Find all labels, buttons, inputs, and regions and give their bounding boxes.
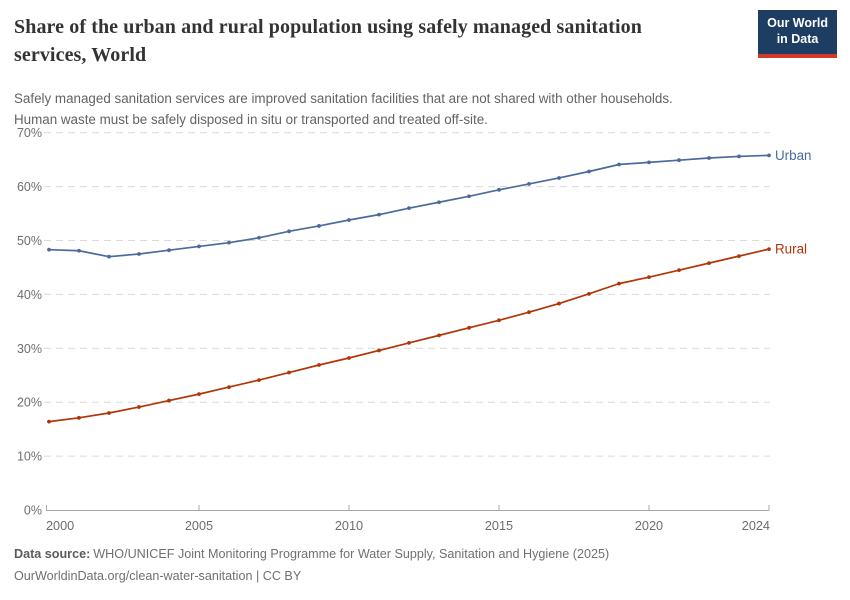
y-axis-label: 50% <box>17 234 42 248</box>
y-axis-label: 20% <box>17 396 42 410</box>
urban-data-point[interactable] <box>617 162 621 167</box>
owid-logo[interactable]: Our World in Data <box>758 10 837 58</box>
rural-data-point[interactable] <box>317 363 321 367</box>
rural-data-point[interactable] <box>377 348 381 353</box>
rural-data-point[interactable] <box>257 378 261 383</box>
rural-data-point[interactable] <box>107 411 111 415</box>
chart-footer: Data source: WHO/UNICEF Joint Monitoring … <box>14 544 609 587</box>
urban-line[interactable] <box>48 154 770 258</box>
data-source-text: WHO/UNICEF Joint Monitoring Programme fo… <box>93 547 610 562</box>
rural-data-point[interactable] <box>677 268 681 273</box>
rural-data-point[interactable] <box>587 291 591 296</box>
rural-data-point[interactable] <box>497 318 501 323</box>
urban-data-point[interactable] <box>107 254 111 259</box>
urban-data-point[interactable] <box>47 247 51 252</box>
owid-logo-line-1: Our World <box>767 16 828 30</box>
urban-data-point[interactable] <box>707 156 711 160</box>
urban-data-point[interactable] <box>167 248 171 253</box>
urban-data-point[interactable] <box>377 212 381 217</box>
page-title: Share of the urban and rural population … <box>14 13 759 69</box>
urban-data-point[interactable] <box>137 252 141 256</box>
rural-data-point[interactable] <box>527 310 531 315</box>
rural-data-point[interactable] <box>407 341 411 345</box>
title-line-1: Share of the urban and rural population … <box>14 16 642 38</box>
rural-data-point[interactable] <box>137 405 141 409</box>
urban-data-point[interactable] <box>197 244 201 249</box>
rural-data-point[interactable] <box>227 385 231 390</box>
y-axis-label: 10% <box>17 450 42 464</box>
data-source-label: Data source: <box>14 547 91 562</box>
rural-data-point[interactable] <box>737 254 741 259</box>
urban-data-point[interactable] <box>407 206 411 211</box>
x-axis-label: 2005 <box>185 519 213 533</box>
urban-data-point[interactable] <box>287 229 291 234</box>
rural-data-point[interactable] <box>47 419 51 424</box>
subtitle-line-2: Human waste must be safely disposed in s… <box>14 111 488 127</box>
urban-data-point[interactable] <box>77 248 81 253</box>
x-axis-label: 2010 <box>335 519 363 533</box>
rural-data-point[interactable] <box>767 247 771 252</box>
series-label-rural[interactable]: Rural <box>775 242 807 257</box>
rural-line[interactable] <box>48 248 770 423</box>
rural-data-point[interactable] <box>287 370 291 375</box>
urban-data-point[interactable] <box>257 235 261 240</box>
series-label-urban[interactable]: Urban <box>775 148 811 163</box>
footer-url-line: OurWorldinData.org/clean-water-sanitatio… <box>14 568 302 583</box>
rural-data-point[interactable] <box>347 356 351 360</box>
rural-data-point[interactable] <box>437 333 441 338</box>
x-axis-label: 2015 <box>485 519 513 533</box>
x-axis-label: 2024 <box>742 519 770 533</box>
chart-subtitle: Safely managed sanitation services are i… <box>14 89 794 131</box>
rural-data-point[interactable] <box>707 261 711 266</box>
y-axis-label: 70% <box>17 126 42 140</box>
urban-data-point[interactable] <box>677 158 681 163</box>
urban-data-point[interactable] <box>557 176 561 180</box>
rural-data-point[interactable] <box>617 281 621 286</box>
urban-data-point[interactable] <box>227 240 231 245</box>
rural-data-point[interactable] <box>557 301 561 306</box>
urban-data-point[interactable] <box>467 194 471 199</box>
y-axis-label: 0% <box>24 504 42 518</box>
rural-data-point[interactable] <box>647 275 651 280</box>
urban-data-point[interactable] <box>317 224 321 228</box>
rural-data-point[interactable] <box>167 398 171 403</box>
x-axis-label: 2000 <box>46 519 74 533</box>
urban-data-point[interactable] <box>497 187 501 192</box>
y-axis-label: 40% <box>17 288 42 302</box>
title-line-2: services, World <box>14 44 147 66</box>
rural-data-point[interactable] <box>197 392 201 397</box>
y-axis-label: 60% <box>17 180 42 194</box>
urban-data-point[interactable] <box>437 200 441 205</box>
urban-data-point[interactable] <box>737 154 741 159</box>
y-axis-label: 30% <box>17 342 42 356</box>
urban-data-point[interactable] <box>347 218 351 222</box>
urban-data-point[interactable] <box>647 160 651 165</box>
urban-data-point[interactable] <box>527 182 531 186</box>
subtitle-line-1: Safely managed sanitation services are i… <box>14 91 673 106</box>
owid-logo-line-2: in Data <box>776 32 819 47</box>
urban-data-point[interactable] <box>587 169 591 174</box>
rural-data-point[interactable] <box>77 415 81 420</box>
data-source-line: Data source: WHO/UNICEF Joint Monitoring … <box>14 544 609 565</box>
x-axis-label: 2020 <box>635 519 663 533</box>
urban-data-point[interactable] <box>767 153 771 158</box>
rural-data-point[interactable] <box>467 325 471 330</box>
